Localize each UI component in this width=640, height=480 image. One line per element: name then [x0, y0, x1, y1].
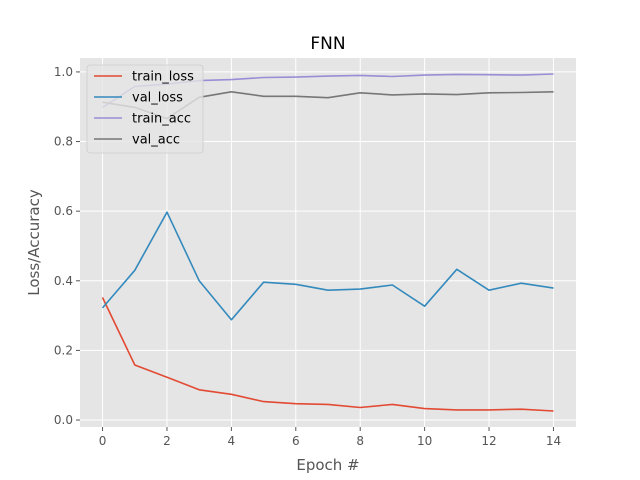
y-tick-label: 0.0	[54, 413, 73, 427]
x-tick-label: 12	[481, 434, 496, 448]
legend-box	[86, 64, 204, 154]
x-tick-label: 10	[417, 434, 432, 448]
chart-title: FNN	[310, 34, 345, 54]
legend-label-val-loss: val_loss	[132, 91, 183, 106]
y-axis-ticks: 0.0 0.2 0.4 0.6 0.8 1.0	[54, 65, 80, 427]
legend-label-train-acc: train_acc	[132, 112, 191, 127]
x-tick-label: 0	[99, 434, 107, 448]
x-tick-label: 14	[546, 434, 561, 448]
legend: train_loss val_loss train_acc val_acc	[86, 64, 204, 154]
series-line-val-loss	[101, 211, 554, 321]
x-tick-label: 4	[228, 434, 236, 448]
legend-label-train-loss: train_loss	[132, 70, 194, 85]
y-tick-label: 0.2	[54, 343, 73, 357]
grid	[80, 58, 576, 427]
y-tick-label: 0.8	[54, 135, 73, 149]
y-axis-label: Loss/Accuracy	[25, 189, 43, 296]
x-tick-label: 8	[356, 434, 364, 448]
x-axis-label: Epoch #	[296, 456, 359, 474]
series-line-train-loss	[101, 297, 554, 412]
x-tick-label: 6	[292, 434, 300, 448]
y-tick-label: 1.0	[54, 65, 73, 79]
x-tick-label: 2	[163, 434, 171, 448]
y-tick-label: 0.6	[54, 204, 73, 218]
y-tick-label: 0.4	[54, 274, 73, 288]
x-axis-ticks: 0 2 4 6 8 10 12 14	[99, 427, 561, 448]
legend-label-val-acc: val_acc	[132, 133, 180, 148]
